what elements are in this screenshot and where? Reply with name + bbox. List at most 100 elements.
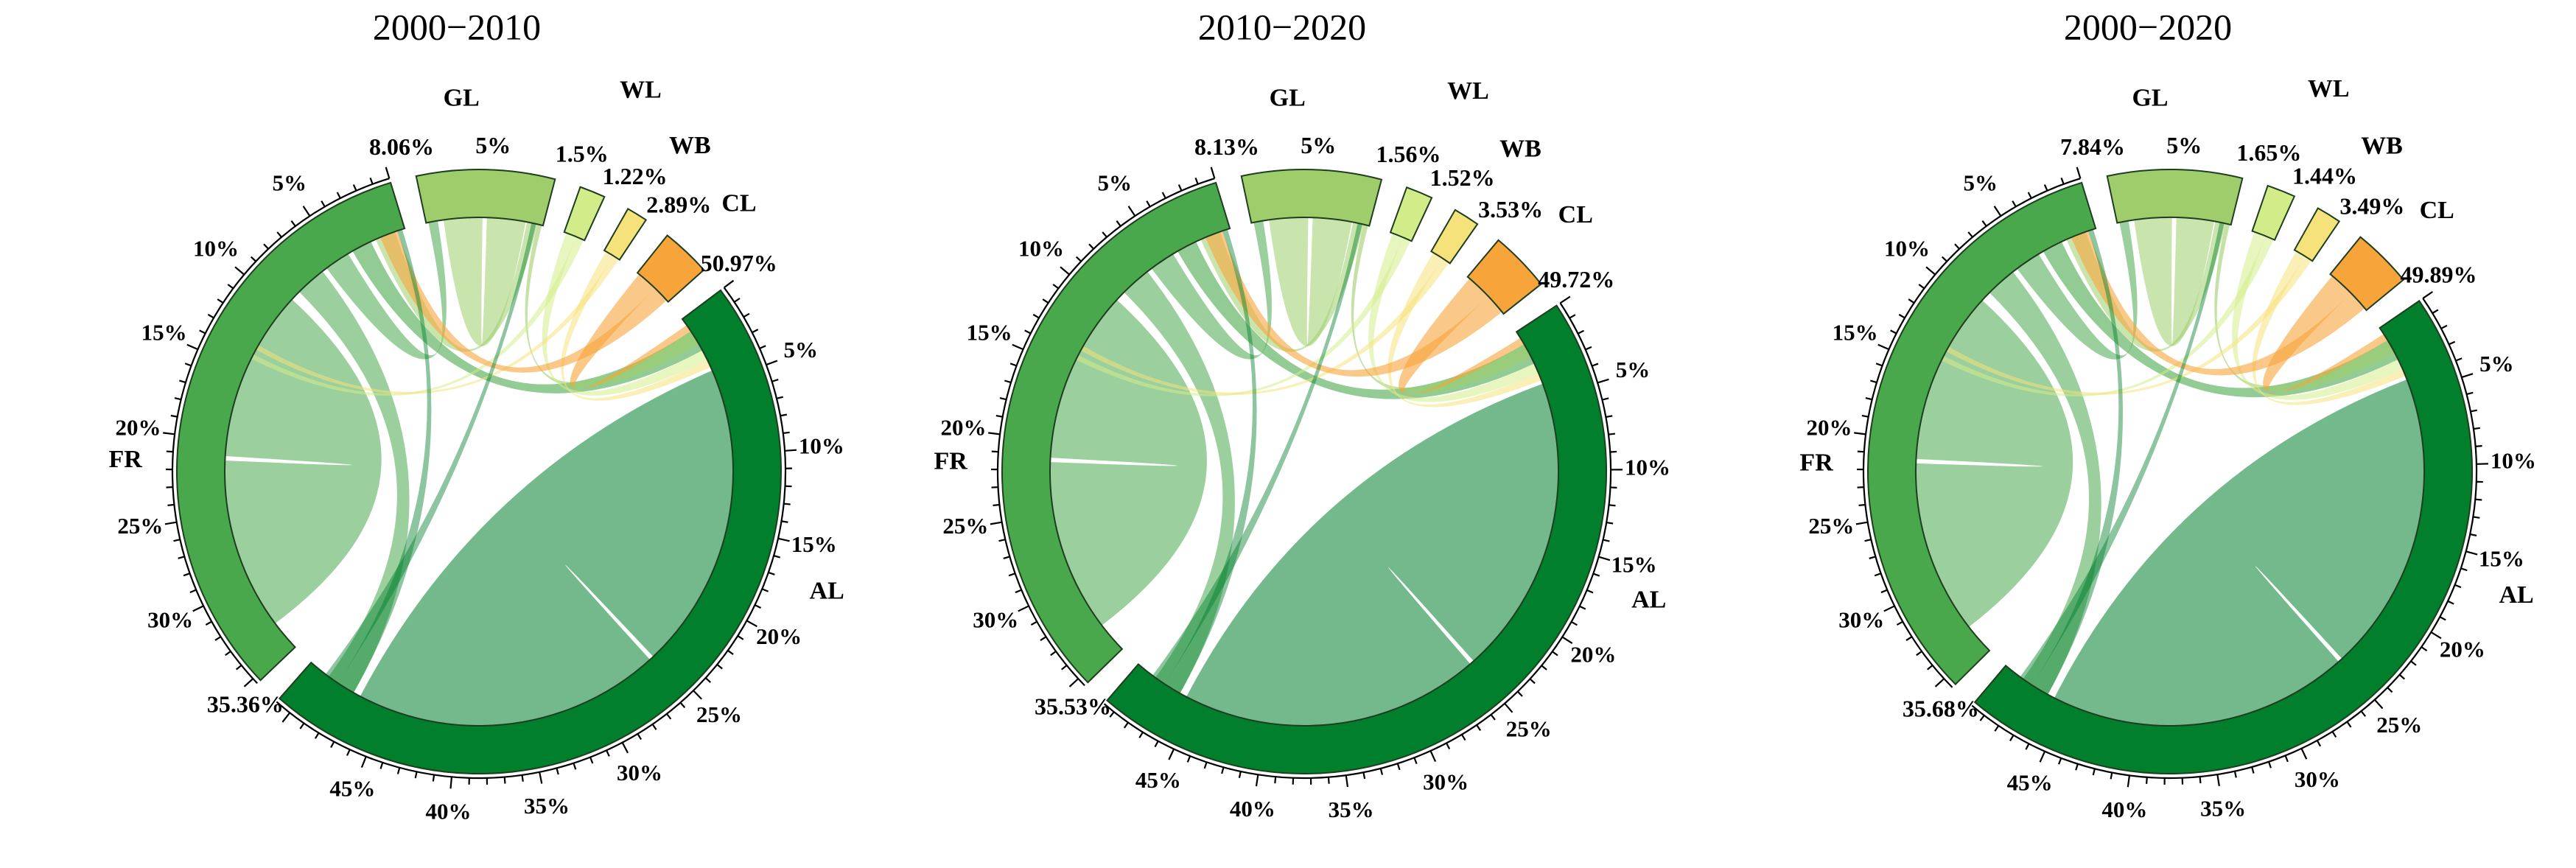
- category-label-wl: WL: [1447, 77, 1489, 105]
- tick-mark: [1890, 329, 1897, 335]
- ring-segment-wl: [2251, 184, 2296, 241]
- chord-cl-to-fr: [2071, 231, 2365, 376]
- tick-label-fr-20: 20%: [1806, 414, 1852, 440]
- tick-mark: [1880, 589, 1888, 594]
- tick-label-al-35: 35%: [2200, 796, 2246, 822]
- tick-mark: [621, 742, 629, 754]
- tick-mark: [1061, 665, 1068, 671]
- tick-mark: [1569, 314, 1576, 319]
- tick-mark: [2009, 735, 2015, 741]
- ring-segment-al: [1973, 299, 2473, 774]
- tick-mark: [2027, 192, 2032, 199]
- tick-mark: [207, 313, 214, 319]
- category-label-cl: CL: [2420, 197, 2454, 224]
- tick-mark: [679, 701, 686, 709]
- tick-mark: [1102, 231, 1107, 238]
- tick-mark: [2075, 763, 2079, 771]
- category-label-wb: WB: [1499, 135, 1541, 162]
- chord-gl-self: [443, 217, 526, 346]
- tick-mark: [396, 767, 401, 774]
- tick-mark: [1561, 636, 1573, 645]
- tick-mark: [2460, 567, 2468, 572]
- tick-label-fr-15: 15%: [141, 319, 187, 345]
- tick-label-fr-5: 5%: [1098, 170, 1133, 196]
- tick-mark: [2466, 391, 2474, 396]
- tick-mark: [1429, 750, 1437, 763]
- category-label-wb: WB: [2361, 132, 2403, 159]
- segment-cl: 2.89%: [636, 191, 711, 304]
- tick-mark: [988, 432, 1001, 435]
- tick-mark: [1116, 220, 1121, 227]
- tick-mark: [1203, 762, 1208, 769]
- tick-mark: [773, 554, 781, 559]
- tick-label-al-40: 40%: [1230, 796, 1275, 822]
- segment-fr: 35.53%: [1001, 181, 1231, 720]
- tick-mark: [2233, 771, 2237, 778]
- tick-mark: [1941, 256, 1947, 262]
- tick-mark: [336, 192, 341, 199]
- tick-mark: [2410, 660, 2417, 666]
- chord-al-self: [360, 370, 733, 727]
- tick-mark: [780, 413, 788, 417]
- tick-mark: [1541, 665, 1547, 671]
- tick-mark: [1865, 397, 1872, 401]
- tick-mark: [1060, 266, 1071, 276]
- tick-mark: [1559, 295, 1571, 304]
- category-label-cl: CL: [721, 190, 756, 217]
- tick-mark: [1925, 266, 1936, 276]
- tick-mark: [163, 432, 175, 435]
- axis-arc-al: [276, 287, 787, 780]
- segment-al: 49.72%: [1106, 266, 1614, 774]
- tick-mark: [755, 604, 762, 609]
- tick-mark: [1603, 539, 1610, 542]
- category-label-fr: FR: [109, 446, 143, 473]
- tick-label-al-5: 5%: [1616, 357, 1651, 382]
- tick-mark: [1221, 767, 1225, 774]
- share-label-wl: 1.65%: [2236, 139, 2301, 166]
- axis-al: 5% 10% 15% 20% 25% 30% 35% 40% 45%: [1103, 295, 1670, 822]
- chord-al-to-fr: [337, 229, 432, 693]
- tick-mark: [1877, 343, 1889, 351]
- panel-title: 2010−2020: [1198, 6, 1366, 47]
- segment-al: 50.97%: [278, 250, 782, 774]
- chord-cl-to-fr: [1205, 231, 1502, 377]
- tick-label-gl-5: 5%: [2166, 132, 2202, 158]
- share-label-wb: 1.52%: [1430, 164, 1495, 191]
- chord-gl-self: [2134, 217, 2214, 346]
- segment-wb: 1.52%: [1430, 164, 1495, 265]
- tick-label-gl-5: 5%: [475, 132, 511, 158]
- tick-mark: [1345, 774, 1349, 788]
- tick-mark: [761, 588, 769, 592]
- tick-label-al-30: 30%: [2295, 766, 2340, 792]
- ring-segment-fr: [176, 181, 406, 682]
- ring-segment-cl: [1466, 239, 1542, 315]
- chord-panel-1: 2000−2010 8.06% 1.5%1.22%2.89% 50.97% 35.36%…: [109, 6, 844, 824]
- tick-mark: [346, 749, 351, 756]
- tick-mark: [2432, 309, 2439, 315]
- chord-wl-to-al: [1368, 233, 1539, 402]
- tick-mark: [1379, 768, 1384, 775]
- tick-mark: [737, 635, 744, 640]
- tick-mark: [733, 297, 741, 303]
- tick-label-al-10: 10%: [1625, 454, 1670, 480]
- axis-fr: 5% 10% 15% 20% 25% 30%: [940, 167, 1216, 687]
- tick-label-al-45: 45%: [1135, 767, 1181, 793]
- tick-mark: [752, 329, 759, 334]
- tick-label-al-20: 20%: [756, 623, 802, 649]
- tick-mark: [2422, 290, 2434, 299]
- tick-mark: [1994, 725, 2000, 732]
- tick-label-al-45: 45%: [2007, 769, 2053, 795]
- tick-mark: [724, 279, 735, 289]
- share-label-fr: 35.36%: [207, 691, 284, 718]
- tick-mark: [999, 397, 1007, 401]
- tick-label-fr-20: 20%: [115, 414, 161, 440]
- tick-mark: [2127, 775, 2131, 788]
- tick-mark: [1608, 433, 1616, 435]
- tick-mark: [1088, 243, 1094, 250]
- axis-arc-al: [1971, 298, 2478, 780]
- chord-cl-to-al: [2263, 276, 2388, 394]
- tick-mark: [556, 768, 559, 775]
- tick-mark: [1003, 556, 1010, 559]
- segment-wl: 1.5%: [556, 141, 609, 242]
- tick-mark: [276, 231, 282, 238]
